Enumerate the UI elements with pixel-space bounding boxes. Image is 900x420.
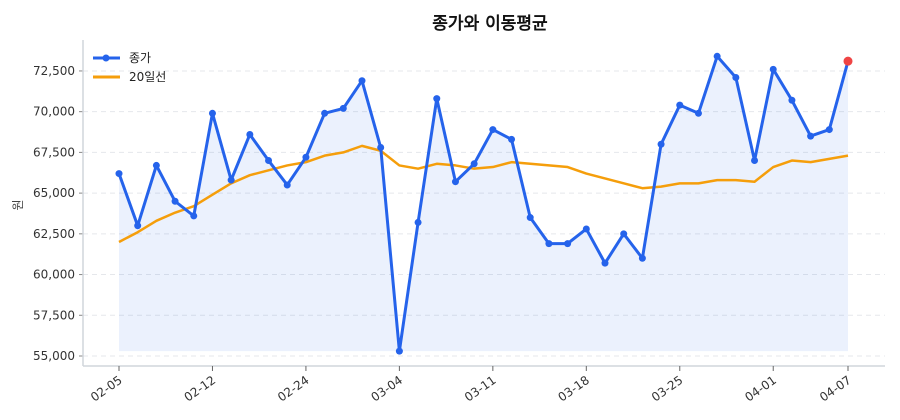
close-point bbox=[134, 222, 142, 230]
x-tick-label: 04-01 bbox=[742, 373, 779, 404]
close-point bbox=[395, 347, 403, 355]
x-tick-label: 02-24 bbox=[275, 373, 312, 404]
close-point bbox=[751, 157, 759, 165]
x-tick-label: 04-07 bbox=[817, 373, 854, 404]
close-point bbox=[152, 161, 160, 169]
close-point bbox=[564, 240, 572, 248]
x-tick-label: 03-11 bbox=[462, 373, 499, 404]
x-tick-label: 02-05 bbox=[88, 373, 125, 404]
close-point bbox=[302, 153, 310, 161]
close-point bbox=[526, 214, 534, 222]
close-point bbox=[208, 109, 216, 117]
legend-close-marker bbox=[102, 54, 110, 62]
legend-ma20-label: 20일선 bbox=[129, 70, 166, 84]
y-tick-label: 60,000 bbox=[33, 268, 75, 282]
close-area-fill bbox=[119, 56, 848, 352]
y-tick-label: 55,000 bbox=[33, 349, 75, 363]
close-point bbox=[451, 178, 459, 186]
close-point bbox=[414, 218, 422, 226]
close-point bbox=[713, 52, 721, 60]
x-tick-label: 02-12 bbox=[182, 373, 219, 404]
close-point bbox=[769, 65, 777, 73]
close-point bbox=[620, 230, 628, 238]
close-point bbox=[601, 259, 609, 267]
close-point bbox=[246, 130, 254, 138]
ma20-line bbox=[118, 144, 849, 244]
close-point bbox=[227, 176, 235, 184]
latest-close-point bbox=[843, 56, 853, 66]
close-point bbox=[676, 101, 684, 109]
close-point bbox=[339, 104, 347, 112]
close-point bbox=[171, 197, 179, 205]
close-point bbox=[657, 140, 665, 148]
legend-close-label: 종가 bbox=[129, 51, 151, 65]
close-point bbox=[694, 109, 702, 117]
close-point bbox=[283, 181, 291, 189]
y-tick-label: 62,500 bbox=[33, 227, 75, 241]
chart-title: 종가와 이동평균 bbox=[432, 14, 548, 34]
x-tick-label: 03-18 bbox=[555, 373, 592, 404]
close-point bbox=[433, 95, 441, 103]
close-point bbox=[358, 77, 366, 85]
close-point bbox=[638, 254, 646, 262]
close-point bbox=[470, 160, 478, 168]
close-point bbox=[788, 96, 796, 104]
close-point bbox=[115, 170, 123, 178]
close-point bbox=[321, 109, 329, 117]
y-axis-label: 원 bbox=[11, 199, 25, 210]
close-point bbox=[265, 157, 273, 165]
close-point bbox=[489, 126, 497, 134]
close-point bbox=[545, 240, 553, 248]
close-point bbox=[807, 132, 815, 140]
y-tick-label: 70,000 bbox=[33, 105, 75, 119]
legend: 종가 20일선 bbox=[93, 51, 166, 84]
x-tick-label: 03-25 bbox=[649, 373, 686, 404]
close-point bbox=[732, 73, 740, 81]
y-tick-label: 57,500 bbox=[33, 308, 75, 322]
close-point bbox=[508, 135, 516, 143]
y-tick-label: 72,500 bbox=[33, 64, 75, 78]
close-point bbox=[582, 225, 590, 233]
close-point bbox=[190, 212, 198, 220]
close-point bbox=[825, 126, 833, 134]
close-point bbox=[377, 144, 385, 152]
y-tick-label: 65,000 bbox=[33, 186, 75, 200]
close-price-line bbox=[117, 54, 850, 353]
y-tick-label: 67,500 bbox=[33, 145, 75, 159]
x-tick-label: 03-04 bbox=[369, 373, 406, 404]
